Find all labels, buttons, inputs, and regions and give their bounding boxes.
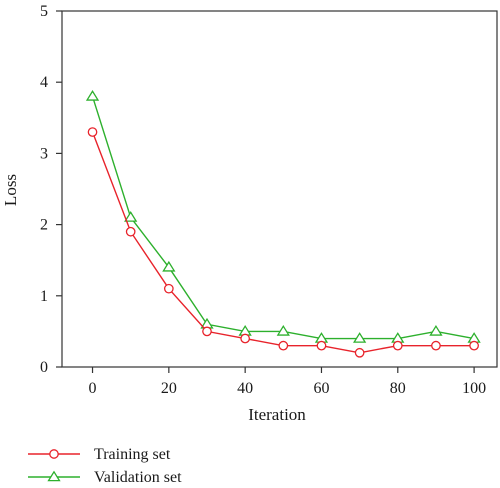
y-tick-label: 2 bbox=[40, 217, 48, 234]
series-validation bbox=[85, 90, 481, 343]
x-tick-label: 20 bbox=[161, 380, 177, 397]
x-tick-label: 100 bbox=[462, 380, 486, 397]
y-tick-label: 0 bbox=[40, 359, 48, 376]
legend-label: Training set bbox=[94, 446, 171, 463]
data-point-circle bbox=[163, 283, 174, 294]
legend-marker-circle bbox=[49, 449, 59, 459]
data-point-triangle bbox=[429, 324, 443, 336]
y-axis-label: Loss bbox=[1, 174, 20, 206]
data-point-circle bbox=[469, 340, 479, 351]
x-tick-label: 80 bbox=[390, 380, 406, 397]
data-point-triangle bbox=[353, 332, 367, 343]
y-tick-label: 4 bbox=[40, 74, 48, 91]
x-tick-label: 0 bbox=[89, 380, 97, 397]
y-tick-label: 3 bbox=[40, 145, 48, 162]
data-point-circle bbox=[240, 333, 251, 344]
data-point-circle bbox=[431, 340, 441, 351]
data-point-triangle bbox=[85, 90, 100, 101]
legend-label: Validation set bbox=[94, 469, 182, 486]
y-tick-label: 5 bbox=[40, 3, 48, 20]
legend: Training set Validation set bbox=[28, 446, 182, 486]
data-point-circle bbox=[316, 340, 327, 351]
series-training bbox=[87, 127, 479, 358]
legend-item: Training set bbox=[28, 446, 171, 463]
y-tick-label: 1 bbox=[40, 288, 48, 305]
x-axis-label: Iteration bbox=[248, 405, 306, 424]
data-point-triangle bbox=[124, 211, 138, 222]
data-point-circle bbox=[87, 127, 98, 137]
data-point-circle bbox=[354, 347, 365, 358]
data-point-circle bbox=[125, 226, 136, 237]
data-point-triangle bbox=[276, 324, 290, 336]
plot-frame bbox=[61, 10, 498, 368]
data-point-circle bbox=[392, 340, 403, 351]
x-tick-label: 40 bbox=[237, 380, 253, 397]
series-line bbox=[91, 96, 475, 340]
legend-marker-triangle bbox=[47, 470, 61, 482]
data-point-circle bbox=[278, 340, 289, 351]
data-point-circle bbox=[202, 326, 212, 337]
data-point-triangle bbox=[162, 260, 176, 272]
legend-item: Validation set bbox=[28, 469, 182, 486]
x-tick-label: 60 bbox=[313, 380, 329, 397]
